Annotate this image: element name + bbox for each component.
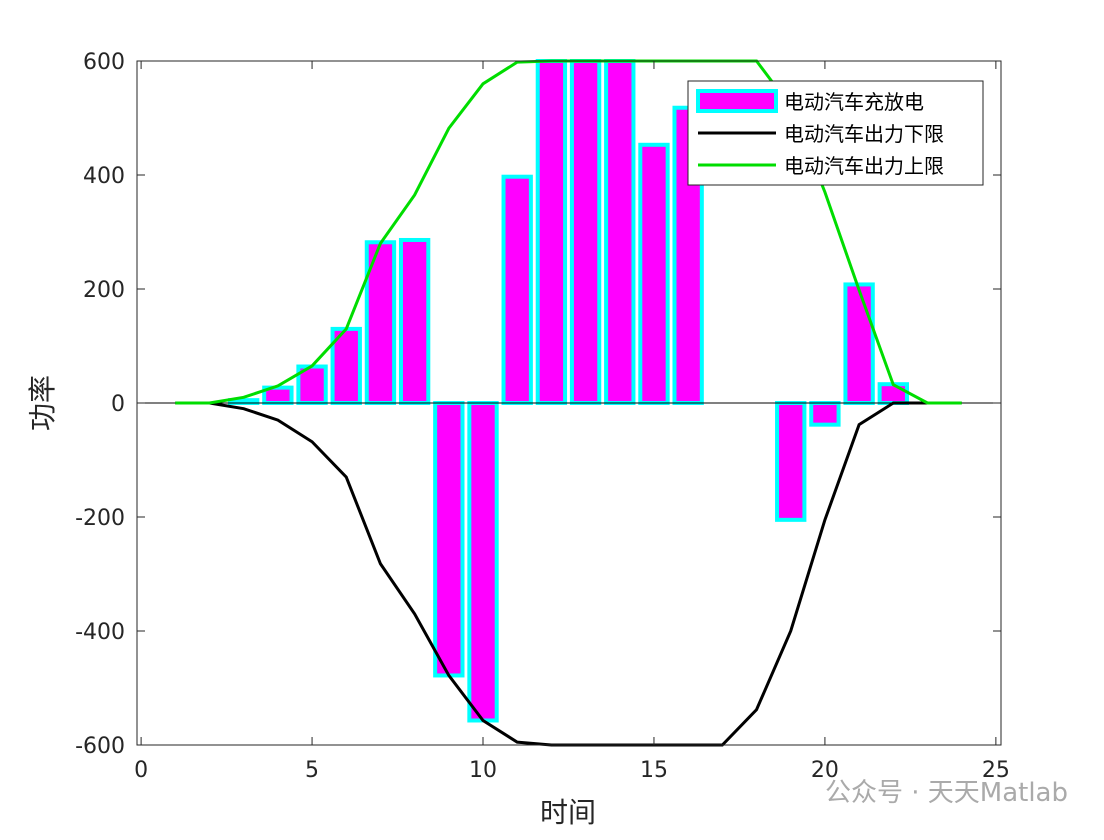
series-line [175,401,962,747]
bar [398,237,431,405]
y-tick-label: 400 [83,164,125,189]
y-tick-label: -200 [75,506,125,531]
bar [638,142,670,405]
x-tick-label: 5 [305,758,319,783]
bar [501,174,533,405]
bar [809,401,841,427]
legend-label: 电动汽车充放电 [784,90,924,114]
x-axis-label: 时间 [540,796,596,829]
bar [467,401,499,723]
bar [877,382,909,406]
y-tick-label: 200 [83,278,125,303]
x-tick-label: 10 [469,758,497,783]
legend-swatch [696,89,778,113]
x-tick-label: 0 [134,758,148,783]
y-tick-label: -400 [75,620,125,645]
y-axis-label: 功率 [26,375,59,431]
y-tick-label: 600 [83,50,125,75]
bar [569,59,602,405]
bar [535,59,568,405]
x-tick-label: 25 [982,758,1010,783]
bar [843,282,875,405]
bar [775,401,807,522]
y-tick-label: 0 [111,392,125,417]
legend-label: 电动汽车出力下限 [784,122,944,146]
x-tick-label: 15 [640,758,668,783]
legend-label: 电动汽车出力上限 [784,154,944,178]
watermark: 公众号 · 天天Matlab [825,778,1068,808]
y-tick-label: -600 [75,734,125,759]
bar [604,59,636,405]
x-tick-label: 20 [811,758,839,783]
bar [433,401,465,678]
